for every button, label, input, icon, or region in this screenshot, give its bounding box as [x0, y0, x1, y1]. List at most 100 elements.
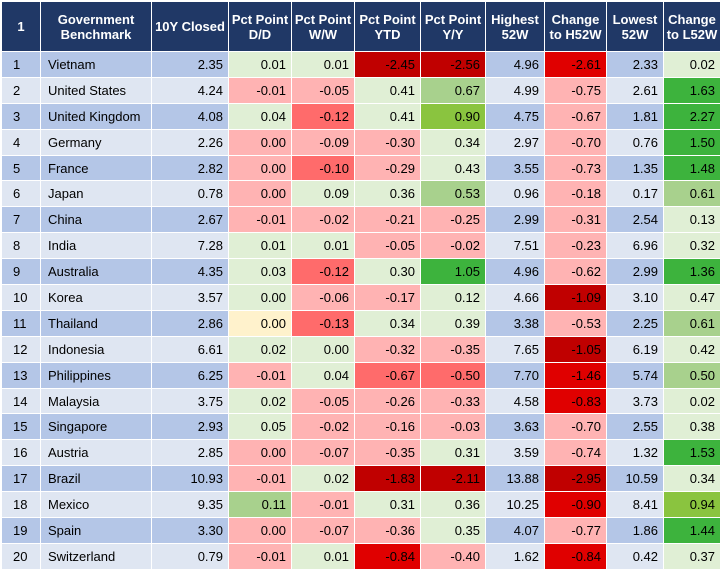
benchmark-name: China [41, 207, 152, 233]
pct-ytd: -0.26 [355, 388, 421, 414]
lowest-52w: 10.59 [607, 466, 664, 492]
header-pct-dd[interactable]: Pct Point D/D [229, 2, 292, 52]
pct-dd: 0.01 [229, 233, 292, 259]
pct-dd: 0.02 [229, 388, 292, 414]
pct-ww: -0.12 [292, 103, 355, 129]
change-l52w: 1.63 [664, 77, 720, 103]
change-l52w: 0.38 [664, 414, 720, 440]
change-h52w: -0.75 [545, 77, 607, 103]
pct-ytd: -2.45 [355, 52, 421, 78]
lowest-52w: 6.19 [607, 336, 664, 362]
pct-ww: 0.00 [292, 336, 355, 362]
header-change-l52w[interactable]: Change to L52W [664, 2, 720, 52]
highest-52w: 7.51 [486, 233, 545, 259]
yield-closed: 7.28 [152, 233, 229, 259]
header-index[interactable]: 1 [2, 2, 41, 52]
benchmark-name: Australia [41, 259, 152, 285]
pct-yy: 0.90 [421, 103, 486, 129]
yield-closed: 0.79 [152, 543, 229, 569]
change-h52w: -2.61 [545, 52, 607, 78]
change-h52w: -0.84 [545, 543, 607, 569]
benchmark-name: Malaysia [41, 388, 152, 414]
header-lowest-52w[interactable]: Lowest 52W [607, 2, 664, 52]
header-pct-ytd[interactable]: Pct Point YTD [355, 2, 421, 52]
pct-dd: 0.00 [229, 285, 292, 311]
pct-yy: -2.11 [421, 466, 486, 492]
highest-52w: 13.88 [486, 466, 545, 492]
header-10y-closed[interactable]: 10Y Closed [152, 2, 229, 52]
row-index: 15 [2, 414, 41, 440]
yield-closed: 2.86 [152, 310, 229, 336]
pct-ww: -0.12 [292, 259, 355, 285]
change-h52w: -0.74 [545, 440, 607, 466]
highest-52w: 10.25 [486, 492, 545, 518]
lowest-52w: 1.35 [607, 155, 664, 181]
header-benchmark[interactable]: Government Benchmark [41, 2, 152, 52]
highest-52w: 4.96 [486, 52, 545, 78]
lowest-52w: 1.32 [607, 440, 664, 466]
pct-ytd: 0.30 [355, 259, 421, 285]
lowest-52w: 2.99 [607, 259, 664, 285]
change-h52w: -2.95 [545, 466, 607, 492]
pct-ytd: -0.36 [355, 518, 421, 544]
pct-ww: 0.02 [292, 466, 355, 492]
change-l52w: 1.36 [664, 259, 720, 285]
row-index: 1 [2, 52, 41, 78]
pct-yy: -0.40 [421, 543, 486, 569]
pct-dd: -0.01 [229, 362, 292, 388]
pct-dd: 0.00 [229, 155, 292, 181]
header-highest-52w[interactable]: Highest 52W [486, 2, 545, 52]
row-index: 19 [2, 518, 41, 544]
change-l52w: 1.48 [664, 155, 720, 181]
pct-dd: -0.01 [229, 207, 292, 233]
change-l52w: 0.13 [664, 207, 720, 233]
row-index: 10 [2, 285, 41, 311]
pct-ww: -0.01 [292, 492, 355, 518]
lowest-52w: 8.41 [607, 492, 664, 518]
row-index: 13 [2, 362, 41, 388]
yield-closed: 2.67 [152, 207, 229, 233]
pct-dd: -0.01 [229, 77, 292, 103]
yield-closed: 2.26 [152, 129, 229, 155]
pct-yy: 0.53 [421, 181, 486, 207]
yield-closed: 4.24 [152, 77, 229, 103]
lowest-52w: 5.74 [607, 362, 664, 388]
change-h52w: -0.53 [545, 310, 607, 336]
row-index: 5 [2, 155, 41, 181]
highest-52w: 1.62 [486, 543, 545, 569]
pct-dd: 0.01 [229, 52, 292, 78]
pct-ww: -0.13 [292, 310, 355, 336]
header-pct-ww[interactable]: Pct Point W/W [292, 2, 355, 52]
lowest-52w: 2.33 [607, 52, 664, 78]
lowest-52w: 0.42 [607, 543, 664, 569]
yield-closed: 2.93 [152, 414, 229, 440]
header-change-h52w[interactable]: Change to H52W [545, 2, 607, 52]
row-index: 14 [2, 388, 41, 414]
header-pct-yy[interactable]: Pct Point Y/Y [421, 2, 486, 52]
yield-closed: 9.35 [152, 492, 229, 518]
pct-ww: -0.05 [292, 77, 355, 103]
change-l52w: 2.27 [664, 103, 720, 129]
pct-yy: 0.67 [421, 77, 486, 103]
